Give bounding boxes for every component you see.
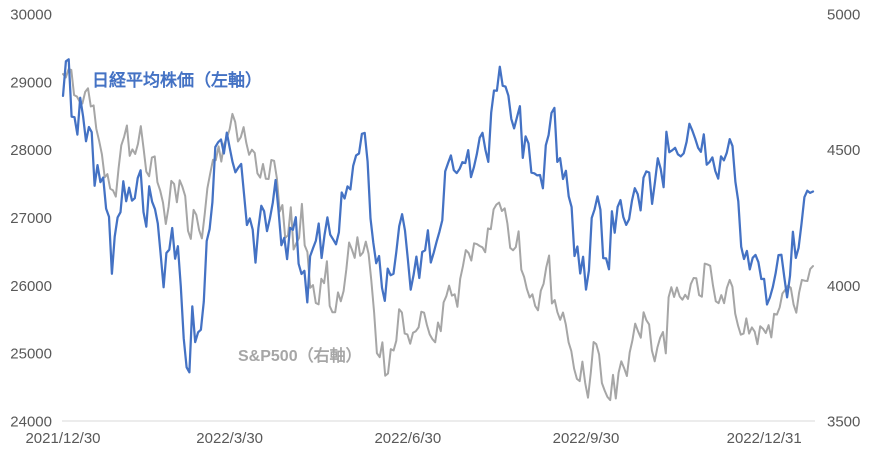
x-axis-tick-label: 2022/3/30	[196, 430, 263, 447]
nikkei-225-line	[61, 58, 815, 374]
left-axis-tick-label: 28000	[10, 142, 52, 159]
right-axis-tick-label: 3500	[827, 414, 860, 431]
x-axis-tick-label: 2021/12/30	[25, 430, 100, 447]
right-axis-tick-label: 4500	[827, 142, 860, 159]
x-axis-tick-label: 2022/6/30	[374, 430, 441, 447]
left-axis-tick-label: 27000	[10, 210, 52, 227]
legend-sp500: S&P500（右軸）	[238, 348, 362, 365]
x-axis-tick-label: 2022/9/30	[553, 430, 620, 447]
left-axis-tick-label: 24000	[10, 414, 52, 431]
left-axis-tick-label: 25000	[10, 346, 52, 363]
legend-nikkei-225: 日経平均株価（左軸）	[92, 71, 262, 90]
left-axis-tick-label: 29000	[10, 74, 52, 91]
left-axis-tick-label: 26000	[10, 278, 52, 295]
sp500-line	[62, 68, 814, 402]
right-axis-tick-label: 4000	[827, 278, 860, 295]
x-axis-tick-label: 2022/12/31	[727, 430, 802, 447]
left-axis-tick-label: 30000	[10, 7, 52, 24]
right-axis-tick-label: 5000	[827, 7, 860, 24]
